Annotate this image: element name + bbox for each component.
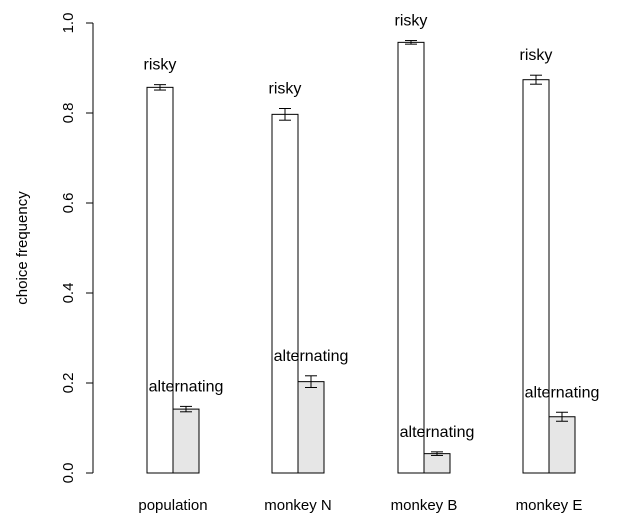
bar-label-alternating: alternating <box>400 424 475 441</box>
bar-label-alternating: alternating <box>274 348 349 365</box>
x-category-label: monkey E <box>516 497 583 514</box>
bar-risky <box>146 86 174 474</box>
bar-alternating <box>297 381 325 474</box>
bar-risky <box>522 79 550 474</box>
x-category-label: population <box>138 497 207 514</box>
y-tick-label: 0.8 <box>60 103 77 124</box>
x-axis-labels: population monkey N monkey B monkey E <box>138 497 582 514</box>
bar-label-risky: risky <box>520 47 553 64</box>
bar-label-risky: risky <box>144 57 177 74</box>
bar-label-alternating: alternating <box>525 384 600 401</box>
y-axis: 0.0 0.2 0.4 0.6 0.8 1.0 <box>60 13 94 484</box>
bars: risky alternating risky alternating risky alt… <box>144 13 600 474</box>
y-tick-label: 1.0 <box>60 13 77 34</box>
bar-risky <box>397 41 425 474</box>
y-tick-label: 0.0 <box>60 463 77 484</box>
bar-alternating <box>423 453 451 474</box>
bar-label-risky: risky <box>269 81 302 98</box>
bar-risky <box>271 113 299 474</box>
x-category-label: monkey B <box>391 497 458 514</box>
y-tick-label: 0.2 <box>60 373 77 394</box>
bar-alternating <box>548 416 576 474</box>
bar-label-risky: risky <box>395 13 428 30</box>
y-tick-label: 0.6 <box>60 193 77 214</box>
y-axis-label: choice frequency <box>14 191 31 305</box>
bar-label-alternating: alternating <box>149 378 224 395</box>
bar-alternating <box>172 408 200 474</box>
x-category-label: monkey N <box>264 497 332 514</box>
y-tick-label: 0.4 <box>60 283 77 304</box>
